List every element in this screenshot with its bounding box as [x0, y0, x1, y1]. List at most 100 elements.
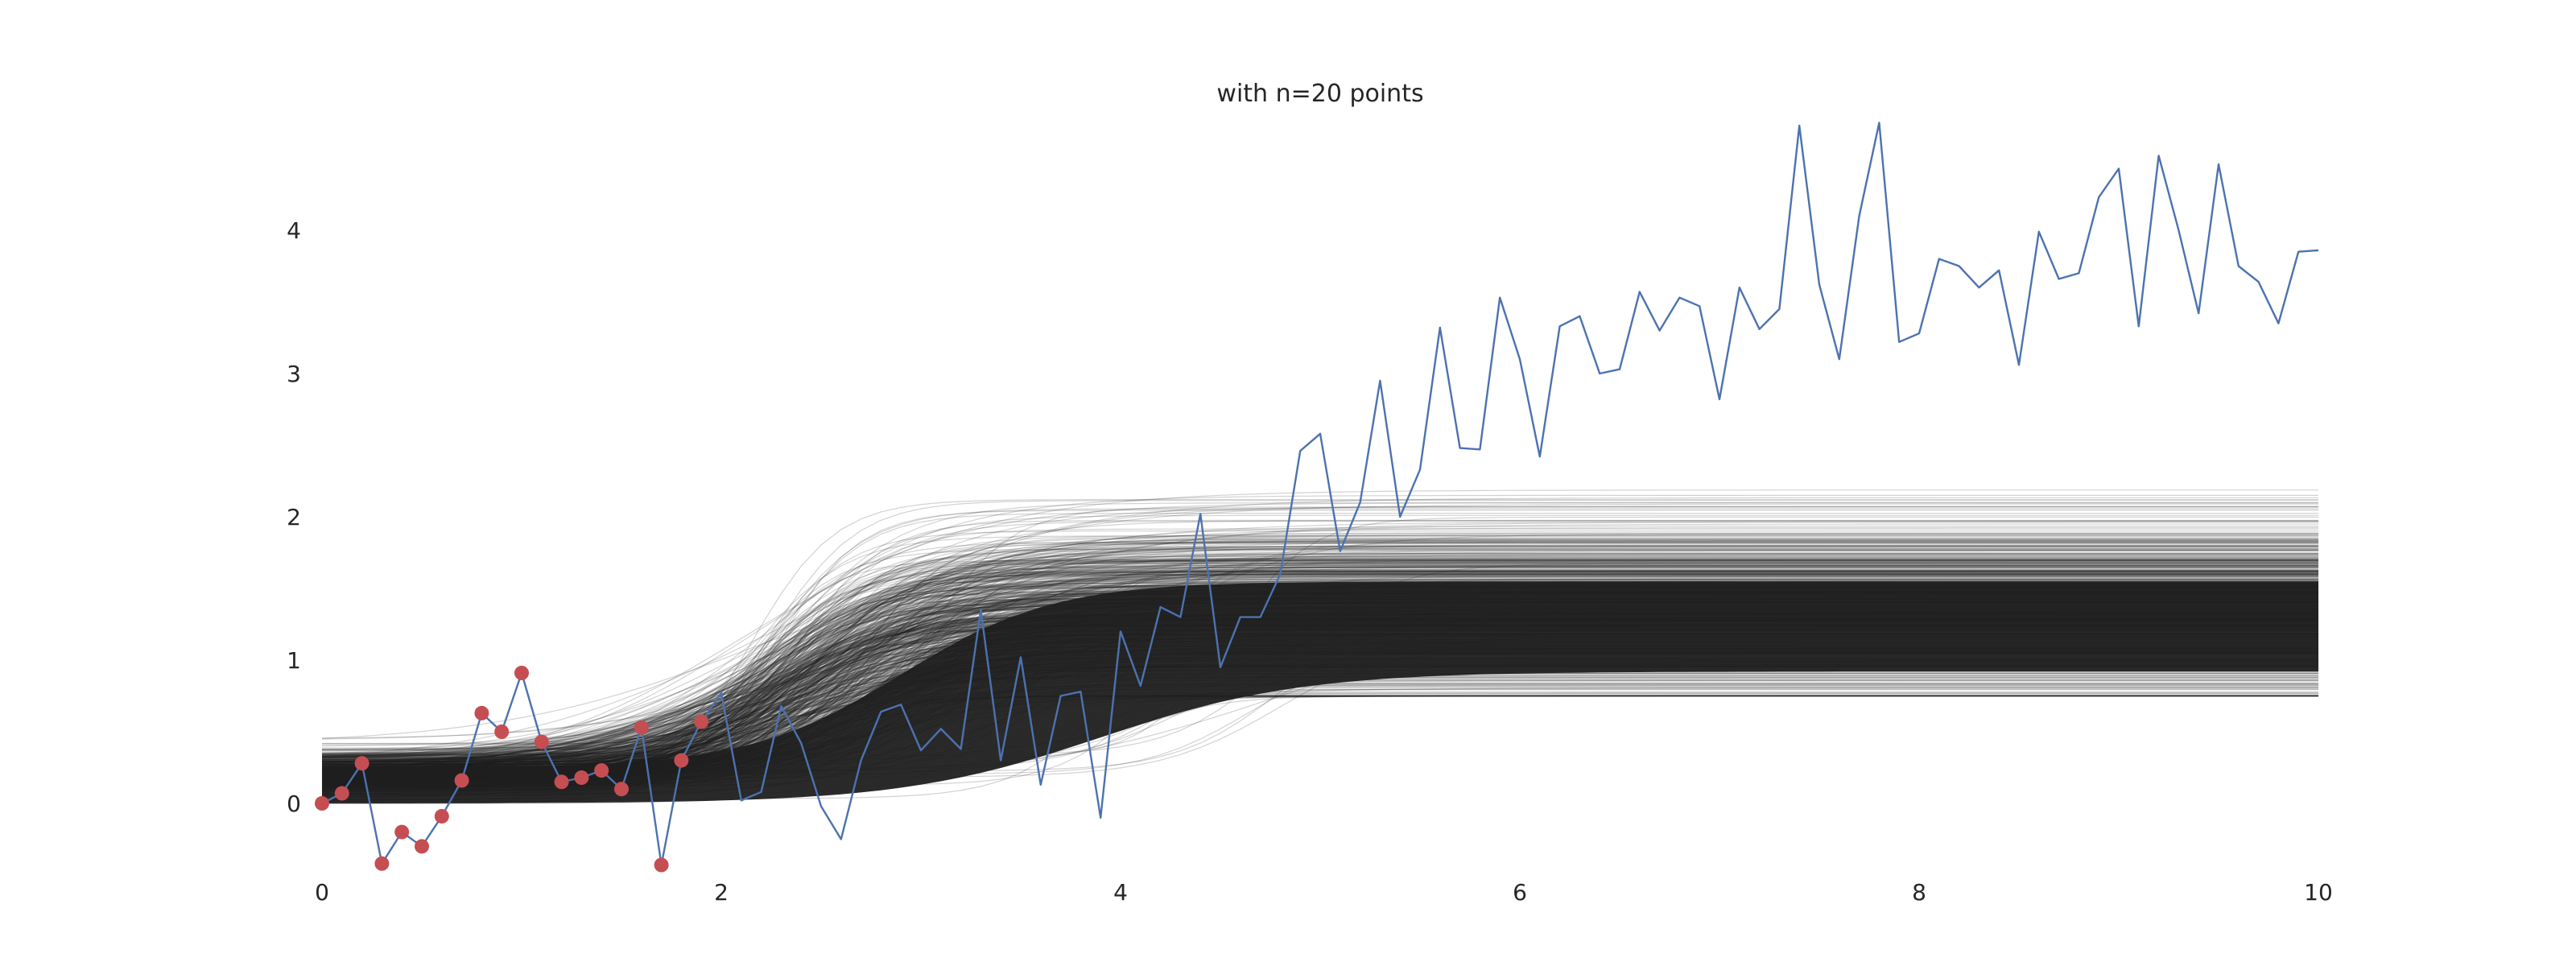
posterior-sample-line — [322, 548, 2318, 761]
posterior-sample-line — [321, 540, 2318, 782]
sample-point — [674, 753, 689, 768]
sample-point — [494, 724, 510, 739]
posterior-sample-line — [321, 534, 2318, 759]
posterior-sample-line — [321, 687, 2318, 766]
posterior-sample-line — [321, 570, 2318, 772]
posterior-sample-line — [321, 560, 2318, 765]
y-tick-label: 1 — [287, 647, 301, 674]
posterior-sample-line — [322, 569, 2318, 778]
sample-point — [594, 763, 609, 778]
posterior-sample-line — [321, 533, 2318, 766]
posterior-sample-line — [321, 568, 2318, 777]
posterior-sample-line — [321, 550, 2318, 764]
posterior-sample-line — [321, 497, 2318, 767]
posterior-sample-line — [322, 562, 2318, 775]
y-tick-label: 3 — [287, 361, 301, 387]
posterior-sample-line — [322, 571, 2318, 762]
posterior-sample-line — [321, 573, 2318, 770]
posterior-sample-line — [321, 538, 2318, 783]
posterior-sample-line — [321, 575, 2318, 761]
sample-point — [334, 786, 349, 801]
posterior-sample-line — [322, 572, 2318, 752]
posterior-sample-line — [322, 555, 2318, 767]
posterior-sample-line — [322, 568, 2318, 778]
x-tick-label: 2 — [714, 879, 729, 906]
posterior-sample-line — [322, 538, 2318, 758]
sample-point — [315, 796, 329, 811]
posterior-sample-line — [321, 570, 2318, 786]
posterior-sample-line — [321, 526, 2318, 777]
posterior-sample-line — [321, 562, 2318, 785]
posterior-sample-line — [322, 691, 2318, 762]
posterior-sample-line — [321, 572, 2318, 778]
posterior-sample-line — [322, 541, 2318, 758]
posterior-sample-line — [321, 575, 2318, 766]
posterior-sample-line — [321, 553, 2318, 781]
posterior-sample-line — [322, 559, 2318, 770]
sample-point — [474, 705, 489, 720]
posterior-sample-line — [322, 572, 2318, 764]
posterior-sample-line — [321, 570, 2318, 754]
sample-points — [315, 666, 709, 873]
sample-point — [654, 857, 669, 873]
posterior-sample-line — [321, 695, 2318, 762]
sample-point — [554, 774, 569, 790]
posterior-sample-line — [322, 564, 2318, 750]
x-tick-label: 6 — [1513, 879, 1527, 906]
posterior-sample-line — [322, 575, 2318, 788]
posterior-sample-line — [322, 559, 2318, 778]
posterior-sample-line — [322, 546, 2318, 759]
posterior-sample-line — [321, 572, 2318, 785]
sample-point — [415, 839, 429, 854]
posterior-sample-line — [321, 540, 2318, 777]
posterior-sample-line — [321, 683, 2318, 758]
posterior-sample-line — [321, 549, 2318, 777]
posterior-sample-line — [321, 526, 2318, 763]
posterior-sample-line — [321, 564, 2318, 775]
posterior-sample-line — [322, 552, 2318, 770]
observed-series-line — [321, 122, 2319, 866]
posterior-sample-line — [321, 521, 2318, 774]
posterior-sample-line — [322, 570, 2318, 755]
posterior-sample-line — [321, 547, 2318, 781]
posterior-sample-line — [322, 557, 2318, 767]
posterior-sample-line — [321, 574, 2318, 780]
sample-point — [394, 824, 410, 840]
x-tick-label: 8 — [1912, 879, 1926, 906]
posterior-sample-line — [321, 523, 2318, 772]
posterior-sample-line — [321, 532, 2318, 773]
posterior-sample-line — [322, 514, 2318, 757]
posterior-sample-line — [321, 553, 2318, 772]
posterior-density-core — [322, 581, 2318, 803]
y-axis-ticks: 0 1 2 3 4 — [287, 217, 301, 817]
posterior-sample-line — [321, 571, 2318, 764]
posterior-sample-line — [321, 578, 2318, 777]
posterior-sample-line — [321, 494, 2318, 780]
posterior-sample-line — [321, 688, 2318, 772]
posterior-sample-line — [321, 557, 2318, 757]
posterior-sample-line — [321, 546, 2318, 770]
posterior-sample-line — [321, 542, 2318, 766]
posterior-sample-line — [321, 559, 2318, 754]
posterior-sample-line — [321, 503, 2318, 758]
posterior-sample-line — [321, 571, 2318, 760]
posterior-sample-line — [322, 530, 2318, 781]
posterior-sample-line — [321, 521, 2318, 760]
x-tick-label: 0 — [315, 879, 329, 906]
posterior-sample-line — [322, 548, 2318, 760]
posterior-sample-line — [321, 560, 2318, 779]
posterior-sample-line — [321, 562, 2318, 757]
posterior-sample-line — [322, 560, 2318, 762]
posterior-sample-line — [322, 567, 2318, 762]
posterior-sample-line — [321, 556, 2318, 783]
posterior-sample-line — [322, 694, 2318, 758]
posterior-sample-line — [321, 564, 2318, 767]
x-tick-label: 4 — [1113, 879, 1128, 906]
posterior-sample-line — [322, 572, 2318, 758]
posterior-sample-line — [322, 579, 2318, 760]
posterior-sample-line — [321, 545, 2318, 758]
posterior-sample-line — [322, 695, 2318, 745]
posterior-sample-line — [321, 546, 2318, 774]
sample-point — [694, 714, 709, 729]
